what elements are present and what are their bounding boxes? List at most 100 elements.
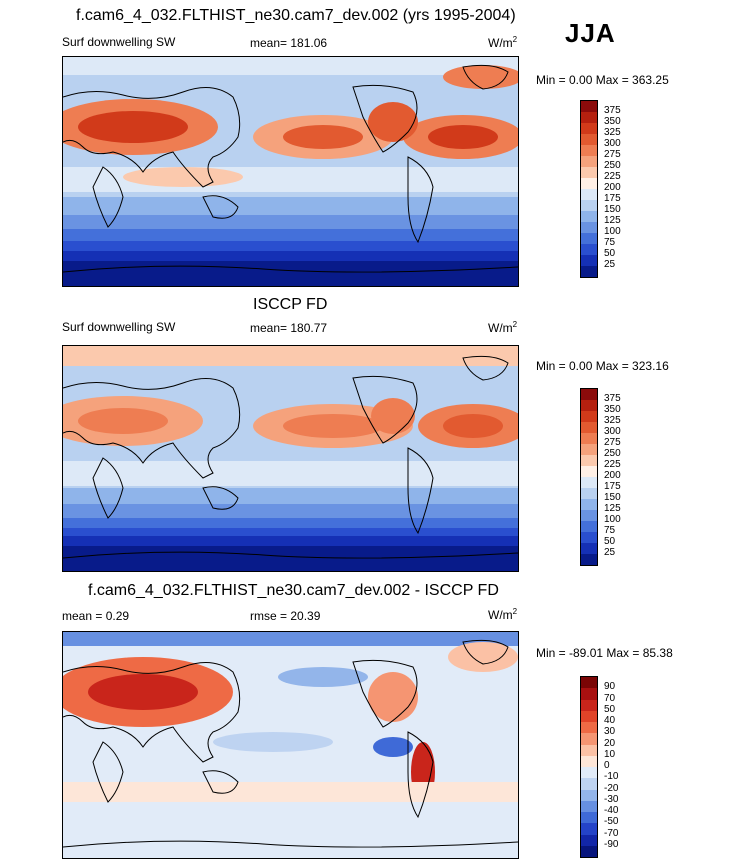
map-model-svg	[63, 57, 518, 286]
colorbar-tick-label: 200	[604, 182, 621, 193]
colorbar-tick-label: 30	[604, 726, 616, 738]
panel-title-model: f.cam6_4_032.FLTHIST_ne30.cam7_dev.002 (…	[76, 7, 516, 24]
colorbar-swatch	[581, 244, 597, 255]
colorbar-tick-label: 100	[604, 514, 621, 525]
colorbar-tick-label: 90	[604, 681, 616, 693]
colorbar-swatch	[581, 767, 597, 779]
mean-label-diff: mean = 0.29	[62, 609, 130, 623]
map-obs-svg	[63, 346, 518, 571]
colorbar-tick-label: 75	[604, 237, 616, 248]
panel-title-obs: ISCCP FD	[253, 296, 328, 313]
colorbar-tick-label: 225	[604, 171, 621, 182]
sw-max-natlantic-core	[443, 414, 503, 438]
colorbar-tick-label: -70	[604, 827, 619, 839]
colorbar-tick-label: 175	[604, 193, 621, 204]
colorbar-swatch	[581, 744, 597, 756]
colorbar-diff	[580, 676, 598, 858]
colorbar-swatch	[581, 266, 597, 277]
map-obs	[62, 345, 519, 572]
colorbar-swatch	[581, 688, 597, 700]
colorbar-swatch	[581, 823, 597, 835]
colorbar-tick-label: 25	[604, 259, 616, 270]
colorbar-swatch	[581, 145, 597, 156]
colorbar-tick-label: -50	[604, 816, 619, 828]
colorbar-swatch	[581, 554, 597, 565]
mean-label-obs: mean= 180.77	[250, 321, 328, 335]
arctic-negative	[63, 632, 518, 646]
colorbar-swatch	[581, 488, 597, 499]
colorbar-tick-label: 50	[604, 536, 616, 547]
colorbar-swatch	[581, 400, 597, 411]
colorbar-swatch	[581, 699, 597, 711]
colorbar-tick-label: 275	[604, 149, 621, 160]
colorbar-tick-label: 100	[604, 226, 621, 237]
map-model	[62, 56, 519, 287]
colorbar-swatch	[581, 134, 597, 145]
sh-band-2	[63, 215, 518, 229]
colorbar-swatch	[581, 510, 597, 521]
colorbar-tick-label: 125	[604, 503, 621, 514]
variable-label-model: Surf downwelling SW	[62, 35, 176, 49]
colorbar-tick-label: 40	[604, 715, 616, 726]
colorbar-swatch	[581, 466, 597, 477]
colorbar-swatch	[581, 211, 597, 222]
colorbar-swatch	[581, 521, 597, 532]
colorbar-swatch	[581, 200, 597, 211]
colorbar-tick-label: 350	[604, 116, 621, 127]
colorbar-tick-label: 50	[604, 248, 616, 259]
diff-neg-npacific	[278, 667, 368, 687]
colorbar-swatch	[581, 222, 597, 233]
coastlines	[63, 64, 518, 273]
season-label: JJA	[565, 18, 616, 48]
colorbar-tick-label: -10	[604, 771, 619, 783]
sh-band-3	[63, 229, 518, 241]
coastlines	[63, 355, 518, 559]
colorbar-tick-label: 300	[604, 138, 621, 149]
panel-title-diff: f.cam6_4_032.FLTHIST_ne30.cam7_dev.002 -…	[88, 582, 499, 599]
colorbar-swatch	[581, 710, 597, 722]
colorbar-tick-label: 350	[604, 404, 621, 415]
colorbar-swatch	[581, 845, 597, 857]
colorbar-swatch	[581, 834, 597, 846]
colorbar-tick-label: 50	[604, 703, 616, 715]
colorbar-tick-label: 375	[604, 393, 621, 404]
colorbar-tick-label: -40	[604, 805, 619, 816]
colorbar-tick-label: 200	[604, 470, 621, 481]
sh-band-5	[63, 251, 518, 261]
sh-band-5	[63, 536, 518, 546]
colorbar-tick-label: 125	[604, 215, 621, 226]
colorbar-tick-label: -20	[604, 782, 619, 794]
colorbar-tick-label: 250	[604, 448, 621, 459]
colorbar-tick-label: 175	[604, 481, 621, 492]
sh-band-6	[63, 546, 518, 571]
colorbar-swatch	[581, 233, 597, 244]
equatorial-band	[63, 461, 518, 486]
sw-max-npacific-core	[283, 414, 383, 438]
colorbar-swatch	[581, 532, 597, 543]
colorbar-swatch	[581, 156, 597, 167]
colorbar-swatch	[581, 755, 597, 767]
diff-neg-epacific	[373, 737, 413, 757]
map-diff-svg	[63, 632, 518, 858]
colorbar-swatch	[581, 189, 597, 200]
sh-band-4	[63, 528, 518, 536]
colorbar-swatch	[581, 477, 597, 488]
diff-pos-asia-core	[88, 674, 198, 710]
sh-band-1	[63, 488, 518, 504]
colorbar-model	[580, 100, 598, 278]
sh-positive-band	[63, 782, 518, 802]
colorbar-swatch	[581, 444, 597, 455]
colorbar-tick-label: 375	[604, 105, 621, 116]
colorbar-obs	[580, 388, 598, 566]
sh-band-2	[63, 504, 518, 518]
arctic-band	[63, 346, 518, 366]
colorbar-tick-label: 75	[604, 525, 616, 536]
colorbar-swatch	[581, 812, 597, 824]
colorbar-swatch	[581, 677, 597, 689]
sh-band-4	[63, 241, 518, 251]
variable-label-obs: Surf downwelling SW	[62, 320, 176, 334]
colorbar-tick-label: 325	[604, 127, 621, 138]
colorbar-swatch	[581, 722, 597, 734]
units-label-model: W/m2	[488, 35, 518, 50]
colorbar-swatch	[581, 800, 597, 812]
